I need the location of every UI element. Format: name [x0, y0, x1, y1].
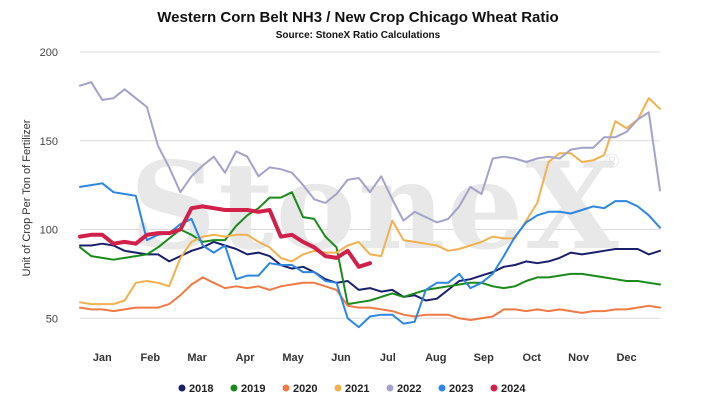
y-tick-label: 150 — [40, 136, 58, 148]
series-line-2021 — [79, 97, 661, 306]
y-axis-label: Unit of Crop Per Ton of Fertilizer — [21, 119, 33, 276]
x-tick-label-jul: Jul — [380, 352, 396, 364]
legend-item-2023: 2023 — [438, 383, 473, 395]
series-line-2022 — [79, 81, 661, 224]
legend-item-2018: 2018 — [178, 383, 213, 395]
x-tick-label-dec: Dec — [616, 352, 636, 364]
x-tick-label-oct: Oct — [523, 352, 542, 364]
legend-label-2020: 2020 — [293, 383, 317, 395]
x-tick-label-jan: Jan — [93, 352, 112, 364]
x-tick-label-may: May — [282, 352, 304, 364]
series-line-2018 — [79, 240, 661, 302]
legend-item-2024: 2024 — [490, 383, 526, 395]
x-tick-label-jun: Jun — [331, 352, 351, 364]
legend-marker-2023 — [438, 384, 446, 392]
legend-label-2019: 2019 — [241, 383, 265, 395]
watermark-registered-mark: ® — [605, 151, 620, 173]
legend-marker-2022 — [386, 384, 394, 392]
chart-subtitle: Source: StoneX Ratio Calculations — [276, 30, 441, 41]
x-tick-label-apr: Apr — [236, 352, 256, 364]
chart-title: Western Corn Belt NH3 / New Crop Chicago… — [157, 9, 558, 26]
legend-marker-2020 — [282, 384, 290, 392]
legend-label-2024: 2024 — [501, 383, 526, 395]
y-axis-ticks: 50 100 150 200 — [40, 47, 58, 325]
x-tick-label-sep: Sep — [474, 352, 494, 364]
legend-marker-2018 — [178, 384, 186, 392]
x-tick-label-mar: Mar — [187, 352, 207, 364]
y-tick-label: 50 — [46, 313, 58, 325]
series-line-2024 — [78, 204, 372, 269]
legend-label-2018: 2018 — [189, 383, 213, 395]
legend-marker-2021 — [334, 384, 342, 392]
x-axis-ticks: Jan Feb Mar Apr May Jun Jul Aug Sep Oct Nov Dec — [93, 352, 637, 364]
x-tick-label-feb: Feb — [140, 352, 160, 364]
series-line-2020 — [79, 276, 661, 321]
legend-marker-2019 — [230, 384, 238, 392]
series-line-2023 — [79, 182, 661, 329]
series-lines — [78, 81, 661, 329]
legend-label-2021: 2021 — [345, 383, 369, 395]
legend-label-2022: 2022 — [397, 383, 421, 395]
legend-marker-2024 — [490, 384, 498, 392]
y-tick-label: 200 — [40, 47, 58, 59]
legend: 2018 2019 2020 2021 2022 2023 2024 — [178, 383, 526, 395]
legend-item-2019: 2019 — [230, 383, 265, 395]
x-tick-label-aug: Aug — [425, 352, 446, 364]
y-tick-label: 100 — [40, 225, 58, 237]
legend-item-2021: 2021 — [334, 383, 369, 395]
legend-item-2020: 2020 — [282, 383, 317, 395]
x-tick-label-nov: Nov — [568, 352, 590, 364]
legend-label-2023: 2023 — [449, 383, 473, 395]
legend-item-2022: 2022 — [386, 383, 421, 395]
